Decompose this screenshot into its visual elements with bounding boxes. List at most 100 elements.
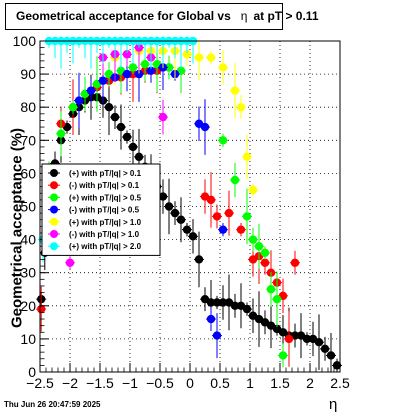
legend-marker (50, 230, 58, 238)
data-point (128, 142, 138, 152)
data-point (158, 112, 168, 122)
x-tick-label: −1.5 (86, 375, 114, 391)
legend: (+) with pT/|q| > 0.1 (-) with pT/|q| > 0… (41, 163, 161, 256)
data-point (236, 225, 246, 234)
legend-marker (50, 242, 58, 251)
data-point (170, 208, 180, 218)
data-point (212, 212, 222, 221)
data-point (218, 136, 228, 145)
data-point (218, 225, 228, 234)
data-point (248, 185, 258, 195)
legend-label: (-) with pT/|q| > 1.0 (69, 230, 140, 239)
data-point (128, 63, 138, 72)
title-eta-symbol: η (240, 9, 248, 23)
data-point (332, 361, 342, 370)
data-point (266, 285, 276, 294)
data-point (302, 334, 312, 344)
x-tick-label: −0.5 (146, 375, 174, 391)
data-point (74, 96, 84, 105)
data-point (260, 258, 270, 267)
chart-title: Geometrical acceptance for Global vs η at … (5, 3, 319, 30)
data-point (122, 132, 132, 142)
y-tick-label: 90 (20, 66, 36, 82)
data-point (284, 334, 294, 344)
data-point (128, 69, 138, 79)
y-tick-label: 0 (28, 364, 36, 380)
data-point (320, 344, 330, 354)
data-point (116, 122, 126, 132)
data-point (206, 53, 216, 62)
y-tick-label: 20 (20, 298, 36, 314)
title-suffix: at pT > 0.11 (253, 9, 319, 23)
data-point (134, 69, 144, 79)
legend-label: (+) with pT/|q| > 0.1 (69, 169, 142, 178)
data-point (68, 103, 78, 112)
data-point (206, 195, 216, 205)
y-tick-label: 40 (20, 232, 36, 248)
data-point (236, 103, 246, 112)
legend-label: (+) with pT/|q| > 0.5 (69, 193, 142, 202)
data-point (278, 351, 288, 360)
y-tick-label: 60 (20, 165, 36, 181)
x-tick-label: 2 (306, 375, 314, 391)
data-point (326, 351, 336, 360)
data-point (164, 63, 174, 72)
data-point (260, 248, 270, 258)
data-point (37, 304, 46, 314)
data-point (248, 235, 258, 244)
x-tick-label: −2 (62, 375, 78, 391)
title-prefix: Geometrical acceptance for Global vs (16, 9, 231, 23)
x-tick-label: −1 (122, 375, 138, 391)
x-axis-label: η (329, 396, 338, 413)
data-point (254, 242, 264, 251)
data-point (194, 255, 204, 264)
legend-marker (50, 217, 58, 226)
y-tick-label: 70 (20, 132, 36, 148)
y-tick-label: 10 (20, 331, 36, 347)
y-tick-label: 30 (20, 265, 36, 281)
data-point (242, 152, 252, 162)
data-point (242, 304, 252, 314)
data-point (206, 314, 216, 324)
data-point (164, 202, 174, 211)
y-axis-label: Geometrical acceptance (%) (8, 127, 26, 329)
y-tick-label: 100 (13, 33, 37, 49)
data-point (314, 338, 324, 347)
data-point (86, 86, 96, 95)
data-point (134, 152, 144, 162)
data-point (65, 258, 75, 267)
data-point (188, 232, 198, 241)
data-point (158, 192, 168, 201)
legend-marker (50, 205, 58, 214)
data-point (290, 258, 300, 267)
data-point (218, 63, 228, 72)
timestamp-footer: Thu Jun 26 20:47:59 2025 (4, 400, 101, 409)
data-point (206, 298, 216, 307)
data-point (194, 53, 204, 62)
data-point (98, 76, 108, 85)
legend-label: (-) with pT/|q| > 0.5 (69, 206, 140, 215)
data-point (182, 225, 192, 234)
x-tick-label: −2.5 (26, 375, 54, 391)
legend-label: (+) with pT/|q| > 1.0 (69, 218, 142, 227)
data-point (212, 331, 222, 340)
legend-marker (50, 193, 58, 202)
data-point (140, 59, 150, 69)
x-tick-label: 0.5 (210, 375, 230, 391)
x-tick-label: 1 (246, 375, 254, 391)
x-tick-label: 1.5 (270, 375, 290, 391)
data-point (146, 66, 156, 75)
legend-label: (-) with pT/|q| > 0.1 (69, 181, 140, 190)
legend-label: (+) with pT/|q| > 2.0 (69, 242, 142, 251)
legend-marker (50, 169, 58, 177)
data-point (182, 50, 192, 59)
data-point (200, 122, 210, 132)
legend-box (41, 163, 161, 256)
x-tick-label: 2.5 (330, 375, 350, 391)
data-point (122, 69, 132, 79)
axis-ticks: −2.5 −2 −1.5 −1 −0.5 0 0.5 1 1.5 2 2.5 0 10 20 30 40 50 6… (13, 33, 350, 391)
data-point (56, 129, 66, 138)
data-point (224, 208, 234, 218)
data-point (176, 215, 186, 224)
